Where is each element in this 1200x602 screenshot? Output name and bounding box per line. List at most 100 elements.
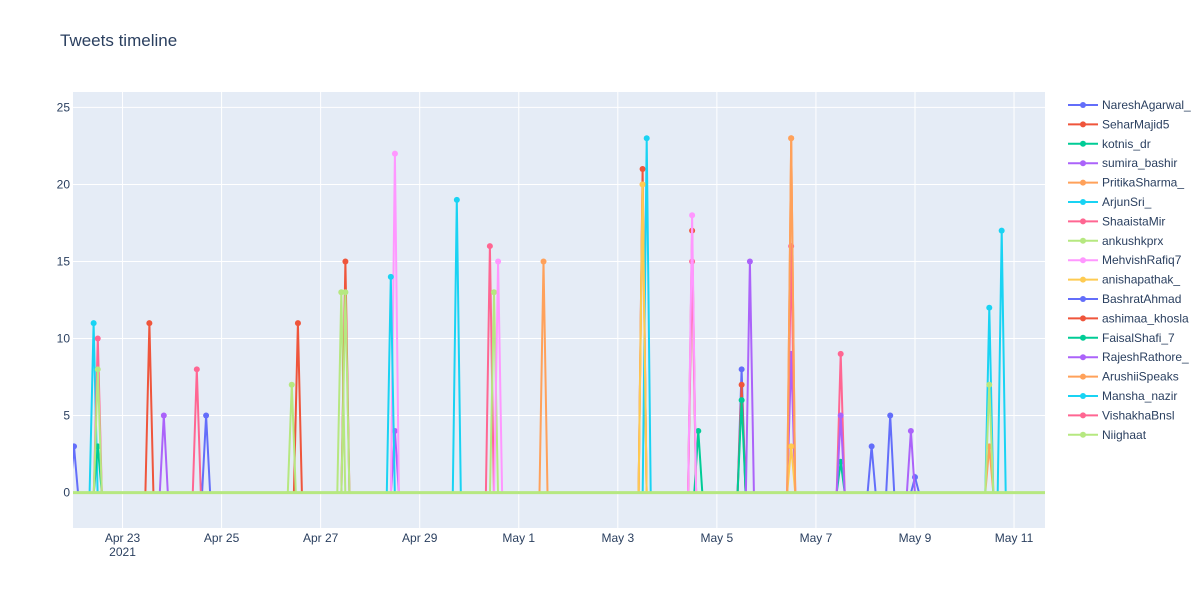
legend-item[interactable]: SeharMajid5 [1068,117,1170,131]
x-tick-label: Apr 27 [303,531,339,545]
series-anishapathak_ [637,181,797,493]
legend-marker [1080,373,1086,380]
data-point [887,412,894,419]
legend-label: RajeshRathore_ [1102,350,1189,364]
legend-item[interactable]: VishakhaBnsl [1068,408,1175,422]
data-point [94,366,101,373]
data-point [193,366,200,373]
legend-item[interactable]: anishapathak_ [1068,273,1180,287]
legend-marker [1080,393,1086,399]
x-tick-label: May 5 [701,531,734,545]
data-point [90,320,97,327]
legend-label: BashratAhmad [1102,292,1181,306]
data-point [907,427,914,434]
data-point [391,150,398,157]
data-point [495,258,502,265]
legend-label: anishapathak_ [1102,273,1180,287]
data-point [338,289,345,296]
legend-label: MehvishRafiq7 [1102,253,1182,267]
data-point [738,366,745,373]
data-point [342,258,349,265]
legend-marker [1080,179,1086,186]
plot-area [73,92,1045,528]
y-tick-label: 20 [57,177,71,191]
data-point [986,304,993,311]
legend-label: Niighaat [1102,428,1147,442]
legend-marker [1080,140,1086,147]
legend-label: ArjunSri_ [1102,195,1152,209]
legend-marker [1080,102,1086,108]
series-ArjunSri_ [88,135,1007,493]
y-tick-label: 5 [63,409,70,423]
legend-label: PritikaSharma_ [1102,176,1184,190]
legend-item[interactable]: kotnis_dr [1068,137,1151,151]
legend-item[interactable]: Mansha_nazir [1068,389,1177,403]
data-point [203,412,210,419]
legend-item[interactable]: ankushkprx [1068,234,1163,248]
x-tick-label: Apr 25 [204,531,240,545]
data-point [746,258,753,265]
legend-marker [1080,237,1086,244]
data-point [643,135,650,142]
y-tick-label: 10 [57,332,71,346]
legend-item[interactable]: Niighaat [1068,428,1147,442]
legend-item[interactable]: MehvishRafiq7 [1068,253,1182,267]
legend-label: kotnis_dr [1102,137,1151,151]
legend-marker [1080,412,1086,419]
chart-title: Tweets timeline [60,31,178,50]
data-point [486,243,493,250]
data-point [94,335,101,342]
x-tick-label: May 11 [995,531,1034,545]
x-tick-label: May 7 [800,531,833,545]
data-point [837,412,844,419]
data-point [453,196,460,203]
data-point [342,289,349,296]
series-group [73,135,1045,495]
y-tick-label: 0 [63,486,70,500]
legend-marker [1080,160,1086,167]
data-point [288,381,295,388]
legend-item[interactable]: ArushiiSpeaks [1068,370,1179,384]
data-point [146,320,153,327]
legend-label: NareshAgarwal_ [1102,98,1191,112]
legend-item[interactable]: RajeshRathore_ [1068,350,1189,364]
legend-item[interactable]: FaisalShafi_7 [1068,331,1175,345]
legend-item[interactable]: sumira_bashir [1068,156,1177,170]
data-point [695,427,702,434]
legend-label: VishakhaBnsl [1102,408,1175,422]
legend-item[interactable]: ShaaistaMir [1068,214,1165,228]
data-point [639,181,646,188]
x-tick-label: May 3 [601,531,634,545]
series-Niighaat [92,289,995,493]
legend-marker [1080,296,1086,302]
series-ankushkprx [286,289,499,493]
legend-item[interactable]: PritikaSharma_ [1068,176,1184,190]
x-tick-label: Apr 29 [402,531,438,545]
data-point [294,320,301,327]
data-point [788,135,795,142]
data-point [689,212,696,219]
data-point [868,443,875,450]
data-point [998,227,1005,234]
legend-marker [1080,199,1086,205]
x-tick-year-label: 2021 [109,545,136,559]
legend-item[interactable]: ashimaa_khosla [1068,311,1189,325]
legend-marker [1080,218,1086,225]
data-point [788,443,795,450]
legend-item[interactable]: ArjunSri_ [1068,195,1152,209]
legend-marker [1080,354,1086,361]
legend-item[interactable]: BashratAhmad [1068,292,1181,306]
data-point [837,350,844,357]
data-point [490,289,497,296]
legend-marker [1080,315,1086,322]
series-SeharMajid5 [144,166,698,493]
data-point [738,397,745,404]
legend-marker [1080,257,1086,264]
legend-marker [1080,121,1086,128]
legend-item[interactable]: NareshAgarwal_ [1068,98,1191,112]
legend-label: Mansha_nazir [1102,389,1177,403]
y-tick-label: 25 [57,100,71,114]
data-point [986,381,993,388]
legend-marker [1080,334,1086,341]
